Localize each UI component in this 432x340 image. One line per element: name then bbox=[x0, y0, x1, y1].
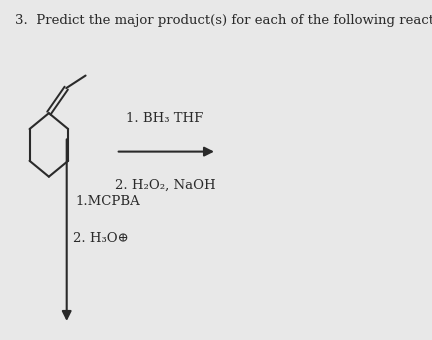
Text: 2. H₂O₂, NaOH: 2. H₂O₂, NaOH bbox=[114, 178, 215, 191]
Text: 1. BH₃ THF: 1. BH₃ THF bbox=[126, 112, 203, 125]
Text: 1.MCPBA: 1.MCPBA bbox=[76, 195, 140, 208]
Text: 2. H₃O⊕: 2. H₃O⊕ bbox=[73, 232, 128, 245]
Text: 3.  Predict the major product(s) for each of the following reactions.: 3. Predict the major product(s) for each… bbox=[15, 15, 432, 28]
